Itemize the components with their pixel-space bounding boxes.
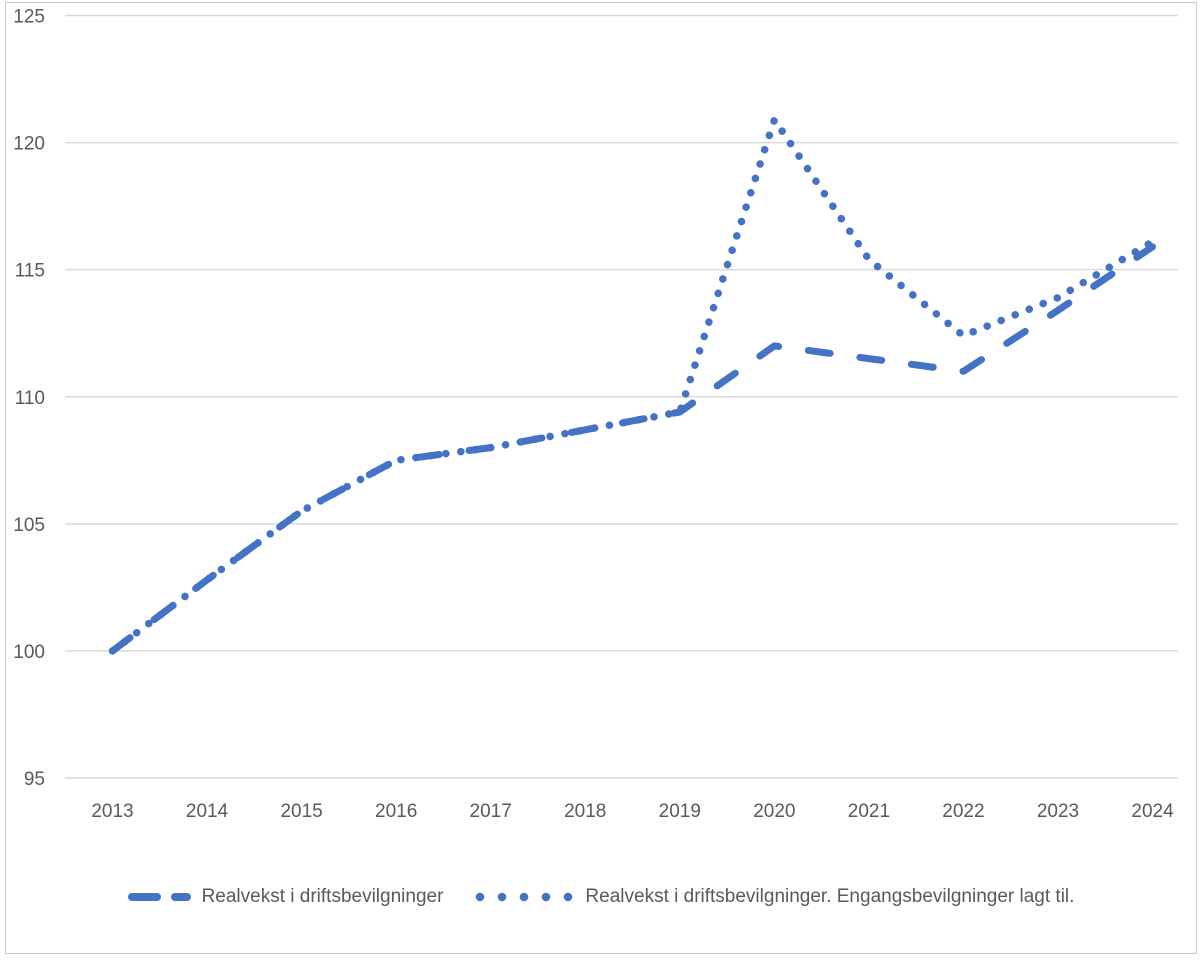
x-axis-tick-label: 2014 — [186, 801, 229, 822]
series-line-dotted — [108, 115, 1157, 655]
y-axis-tick-label: 105 — [13, 515, 45, 536]
dashed-line-marker-icon — [127, 893, 191, 901]
x-axis-tick-label: 2019 — [659, 801, 701, 822]
chart-frame — [5, 2, 1197, 954]
x-axis-tick-label: 2022 — [942, 801, 984, 822]
y-axis-tick-label: 120 — [13, 134, 45, 155]
y-axis-tick-label: 115 — [15, 261, 45, 282]
y-axis-tick-label: 110 — [15, 388, 45, 409]
dotted-line-marker-icon — [476, 892, 573, 902]
x-axis-tick-label: 2013 — [91, 801, 133, 822]
y-axis-tick-label: 125 — [13, 7, 45, 28]
chart-legend: Realvekst i driftsbevilgninger Realvekst… — [0, 886, 1200, 908]
legend-label: Realvekst i driftsbevilgninger — [201, 886, 444, 907]
legend-item-realvekst-engangsbevilgninger: Realvekst i driftsbevilgninger. Engangsb… — [473, 886, 1074, 908]
legend-label: Realvekst i driftsbevilgninger. Engangsb… — [585, 886, 1075, 907]
x-axis-tick-label: 2021 — [848, 801, 890, 822]
x-axis-tick-label: 2018 — [564, 801, 606, 822]
x-axis-tick-label: 2016 — [375, 801, 417, 822]
legend-item-realvekst: Realvekst i driftsbevilgninger — [126, 886, 444, 908]
series-line-dashed — [109, 243, 1156, 655]
x-axis-tick-label: 2017 — [470, 801, 512, 822]
x-axis-tick-label: 2015 — [280, 801, 322, 822]
x-axis-tick-label: 2020 — [753, 801, 795, 822]
line-chart-plot-area: 95 100 105 110 115 120 125 2013 2014 2015 2016 2017… — [13, 7, 1178, 822]
x-axis-tick-label: 2023 — [1037, 801, 1079, 822]
y-axis-tick-label: 95 — [24, 769, 45, 790]
x-axis-tick-label: 2024 — [1131, 801, 1174, 822]
y-axis-tick-label: 100 — [13, 642, 45, 663]
